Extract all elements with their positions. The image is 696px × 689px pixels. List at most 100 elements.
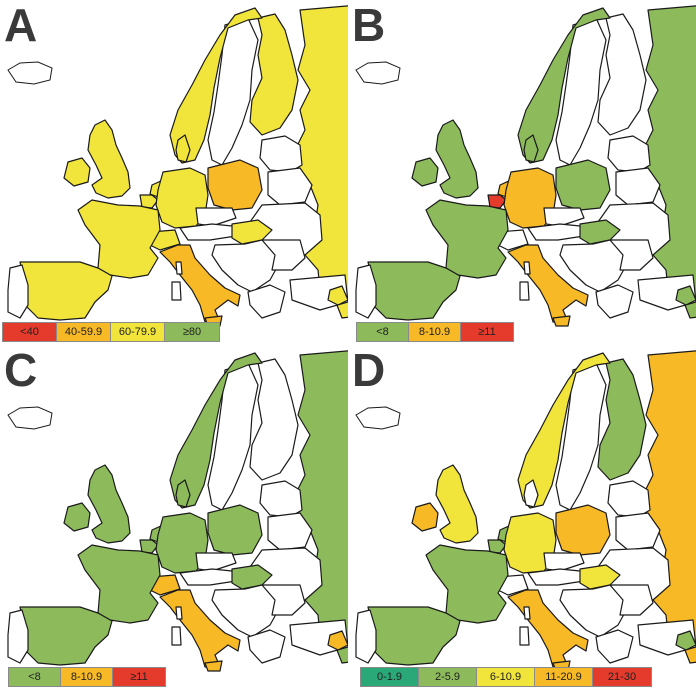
region-greece: [595, 629, 634, 664]
region-iceland: [355, 61, 401, 85]
region-sicily: [204, 660, 223, 672]
region-romania: [261, 584, 306, 616]
region-sicily: [552, 315, 571, 327]
region-france: [425, 544, 509, 624]
region-greece: [247, 284, 286, 319]
europe-map: [355, 350, 696, 672]
legend-item: ≥11: [113, 668, 165, 686]
region-portugal: [7, 609, 29, 664]
region-cyprus: [675, 630, 696, 651]
region-uk: [435, 464, 479, 544]
map-panel-d: D 0-1.9 2-5.9 6-10.9 11-20.9 21-30: [348, 345, 696, 689]
region-finland: [597, 358, 647, 481]
legend: <40 40-59.9 60-79.9 ≥80: [2, 322, 220, 342]
region-belgium: [487, 539, 507, 554]
region-cyprus: [327, 630, 348, 651]
region-france: [425, 199, 509, 279]
region-sardinia: [171, 626, 182, 646]
region-sweden: [207, 362, 259, 511]
region-czechia: [195, 207, 237, 227]
region-austria: [527, 223, 585, 241]
region-denmark: [175, 479, 191, 508]
legend-item: 6-10.9: [477, 668, 535, 686]
legend-item: <40: [3, 323, 57, 341]
region-russia: [294, 350, 348, 664]
europe-map: [355, 5, 696, 327]
region-iceland: [7, 61, 53, 85]
region-romania: [261, 239, 306, 271]
region-poland: [207, 504, 263, 556]
region-czechia: [543, 207, 585, 227]
legend-item: <8: [9, 668, 61, 686]
region-ireland: [63, 502, 91, 532]
region-denmark: [523, 134, 539, 163]
region-corsica: [523, 606, 531, 620]
region-russia: [642, 350, 696, 664]
region-balkans: [559, 239, 629, 293]
region-austria: [179, 568, 237, 586]
legend: 0-1.9 2-5.9 6-10.9 11-20.9 21-30: [360, 667, 652, 687]
legend: <8 8-10.9 ≥11: [8, 667, 166, 687]
region-corsica: [175, 261, 183, 275]
legend-item: <8: [357, 323, 409, 341]
region-sardinia: [519, 626, 530, 646]
region-balkans: [211, 584, 281, 638]
region-ireland: [411, 502, 439, 532]
legend-item: 40-59.9: [57, 323, 111, 341]
region-spain: [367, 606, 461, 666]
region-romania: [609, 584, 654, 616]
region-spain: [19, 261, 113, 321]
region-sweden: [555, 362, 607, 511]
region-greece: [247, 629, 286, 664]
region-norway: [169, 352, 263, 509]
region-finland: [249, 358, 299, 481]
region-spain: [19, 606, 113, 666]
legend-item: 8-10.9: [61, 668, 113, 686]
europe-map: [7, 350, 348, 672]
region-corsica: [523, 261, 531, 275]
region-russia: [642, 5, 696, 319]
region-portugal: [355, 264, 377, 319]
region-spain: [367, 261, 461, 321]
region-austria: [179, 223, 237, 241]
legend-item: 0-1.9: [361, 668, 419, 686]
region-finland: [597, 13, 647, 136]
region-sweden: [207, 17, 259, 166]
region-norway: [169, 7, 263, 164]
region-czechia: [543, 552, 585, 572]
region-ireland: [63, 157, 91, 187]
region-romania: [609, 239, 654, 271]
legend-item: 8-10.9: [409, 323, 461, 341]
region-belgium: [139, 194, 159, 209]
legend-item: 21-30: [593, 668, 651, 686]
region-iceland: [7, 406, 53, 430]
region-poland: [555, 159, 611, 211]
region-iceland: [355, 406, 401, 430]
region-sardinia: [171, 281, 182, 301]
region-uk: [87, 119, 131, 199]
region-ireland: [411, 157, 439, 187]
region-norway: [517, 352, 611, 509]
region-portugal: [355, 609, 377, 664]
region-denmark: [523, 479, 539, 508]
region-denmark: [175, 134, 191, 163]
legend: <8 8-10.9 ≥11: [356, 322, 514, 342]
region-sardinia: [519, 281, 530, 301]
panel-letter: C: [4, 344, 38, 396]
europe-map: [7, 5, 348, 327]
legend-item: 2-5.9: [419, 668, 477, 686]
region-france: [77, 544, 161, 624]
panel-letter: A: [4, 0, 38, 51]
region-baltics: [259, 135, 303, 173]
region-sweden: [555, 17, 607, 166]
region-belarus: [615, 167, 661, 206]
region-czechia: [195, 552, 237, 572]
region-portugal: [7, 264, 29, 319]
region-belarus: [267, 512, 313, 551]
region-baltics: [259, 480, 303, 518]
region-greece: [595, 284, 634, 319]
region-uk: [435, 119, 479, 199]
legend-item: ≥11: [461, 323, 513, 341]
panel-letter: D: [352, 344, 386, 396]
region-baltics: [607, 480, 651, 518]
